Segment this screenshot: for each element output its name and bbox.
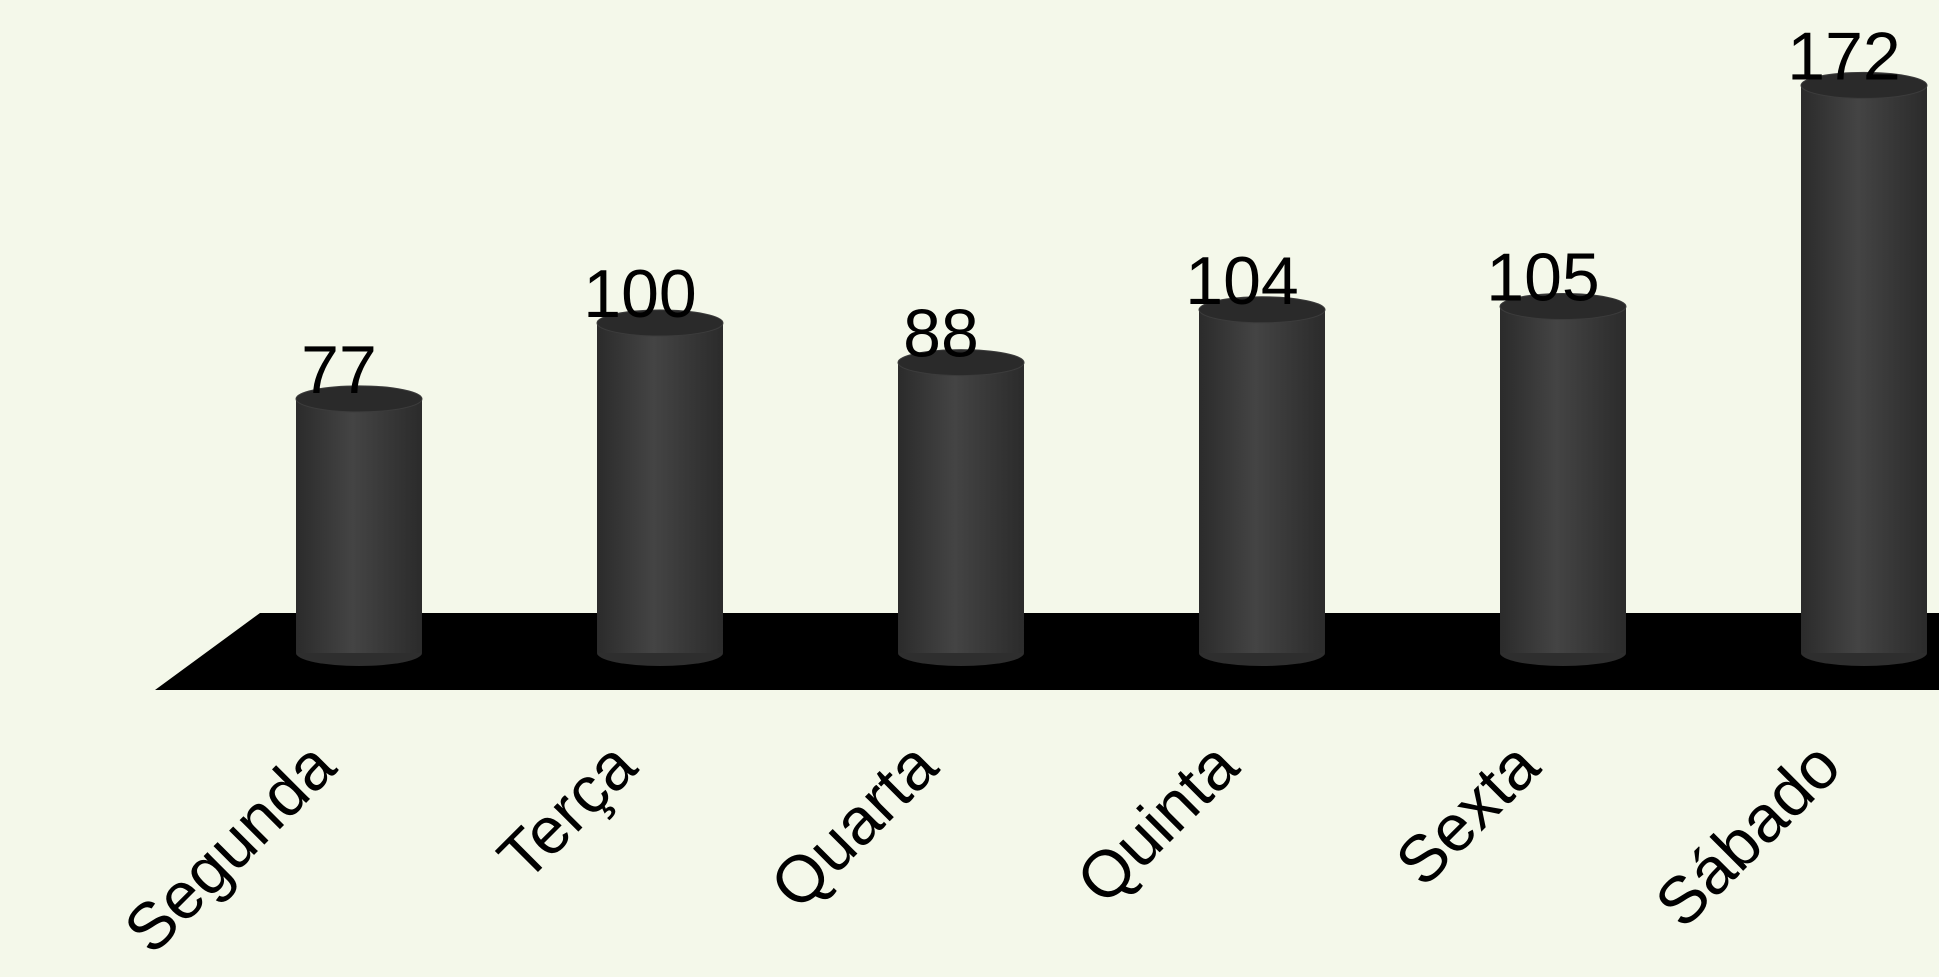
category-label-sexta: Sexta	[1381, 727, 1553, 899]
bar-top	[1198, 296, 1326, 324]
data-label-terca: 100	[583, 256, 696, 332]
category-label-sabado: Sábado	[1641, 728, 1854, 941]
category-labels-layer: Segunda Terça Quarta Quinta Sexta Sábado	[110, 727, 1854, 966]
bar-terca	[596, 309, 724, 666]
bar-top	[897, 349, 1025, 377]
data-label-quinta: 104	[1185, 243, 1298, 319]
chart-floor	[155, 613, 1939, 690]
data-label-sabado: 172	[1787, 18, 1900, 94]
bar-body	[1801, 85, 1927, 653]
data-labels-layer: 77 100 88 104 105 172	[301, 18, 1901, 408]
bar-body	[1199, 309, 1325, 653]
category-label-quarta: Quarta	[756, 727, 951, 922]
data-label-segunda: 77	[301, 332, 377, 408]
data-label-quarta: 88	[903, 296, 979, 372]
bar-quarta	[897, 349, 1025, 666]
category-label-terca: Terça	[483, 727, 650, 894]
bar-segunda	[295, 385, 423, 666]
bar-body	[296, 398, 422, 653]
bar-sexta	[1499, 293, 1627, 666]
category-label-quinta: Quinta	[1062, 727, 1252, 917]
bar-body	[898, 362, 1024, 653]
bar-top	[1800, 71, 1928, 99]
bar-top	[1499, 293, 1627, 320]
bar-body	[1500, 306, 1626, 653]
category-label-segunda: Segunda	[110, 727, 349, 966]
bars-layer	[295, 71, 1928, 666]
data-label-sexta: 105	[1486, 240, 1599, 316]
bar-quinta	[1198, 296, 1326, 666]
bar-sabado	[1800, 71, 1928, 666]
bar-top	[295, 385, 423, 413]
bar-body	[597, 323, 723, 653]
bar-top	[596, 309, 724, 337]
